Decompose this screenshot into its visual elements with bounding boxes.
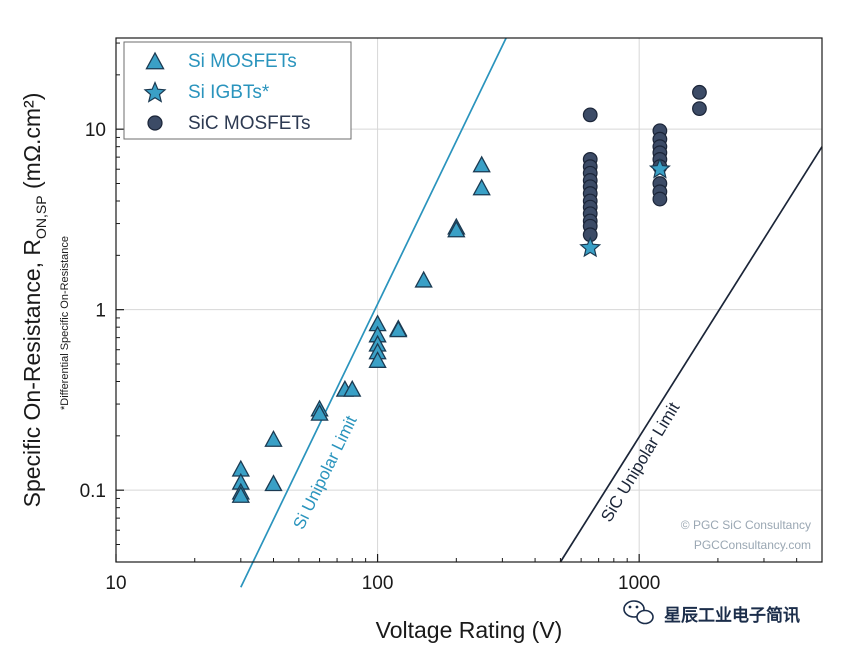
legend-markers: [143, 51, 167, 131]
credit-line-1: © PGC SiC Consultancy: [681, 518, 811, 532]
sic-mosfet-point: [582, 107, 598, 123]
y-axis-label-unit: (mΩ.cm²): [19, 93, 45, 196]
sic-unipolar-limit-line: [559, 146, 823, 563]
si-mosfet-point: [368, 351, 387, 368]
si-mosfet-point: [389, 320, 408, 338]
y-tick-label: 10: [85, 120, 106, 141]
si-mosfet-point: [472, 178, 491, 196]
plot-frame: [115, 37, 823, 563]
data-points: [231, 84, 707, 503]
si-mosfet-point: [343, 379, 362, 397]
x-tick-label: 1000: [618, 573, 660, 594]
watermark: 星辰工业电子简讯: [623, 600, 800, 626]
sic-mosfet-point: [692, 84, 707, 100]
y-axis-label-sub: ON,SP: [33, 195, 49, 239]
si-unipolar-limit-line: [240, 37, 507, 588]
y-tick-label: 1: [95, 301, 106, 322]
legend-label-si-igbts: Si IGBTs*: [188, 82, 270, 103]
wechat-icon: [623, 600, 654, 625]
si-mosfet-point: [264, 429, 283, 447]
legend-label-sic-mosfets: SiC MOSFETs: [188, 113, 310, 134]
si-igbt-point: [648, 157, 671, 179]
legend-marker-triangle: [145, 51, 165, 70]
si-mosfet-point: [447, 220, 466, 238]
x-axis-label: Voltage Rating (V): [376, 617, 563, 643]
sic-limit-label: SiC Unipolar Limit: [597, 399, 683, 526]
credit-line-2: PGCConsultancy.com: [694, 538, 811, 552]
legend: Si MOSFETs Si IGBTs* SiC MOSFETs: [123, 41, 352, 140]
x-tick-label: 10: [105, 573, 126, 594]
y-axis-label-main: Specific On-Resistance, R: [19, 239, 45, 507]
sic-mosfet-point: [652, 191, 668, 207]
y-tick-label: 0.1: [80, 481, 106, 502]
si-igbt-point: [579, 236, 602, 258]
si-mosfet-point: [472, 155, 491, 173]
si-mosfet-point: [414, 270, 433, 288]
sic-mosfet-point: [692, 101, 707, 117]
limit-lines: [240, 37, 823, 588]
legend-marker-star: [143, 80, 167, 103]
si-limit-label: Si Unipolar Limit: [289, 413, 360, 533]
si-mosfet-point: [231, 485, 250, 503]
watermark-text: 星辰工业电子简讯: [664, 605, 800, 626]
legend-marker-circle: [147, 115, 163, 131]
y-axis-note: *Differential Specific On-Resistance: [59, 236, 71, 410]
y-axis-label: Specific On-Resistance, RON,SP (mΩ.cm²): [19, 93, 49, 508]
legend-label-si-mosfets: Si MOSFETs: [188, 51, 297, 72]
axis-ticks: 10 100 1000 0.1 1 10: [80, 42, 823, 594]
si-mosfet-point: [310, 403, 329, 421]
si-mosfet-point: [264, 474, 283, 492]
x-tick-label: 100: [362, 573, 394, 594]
